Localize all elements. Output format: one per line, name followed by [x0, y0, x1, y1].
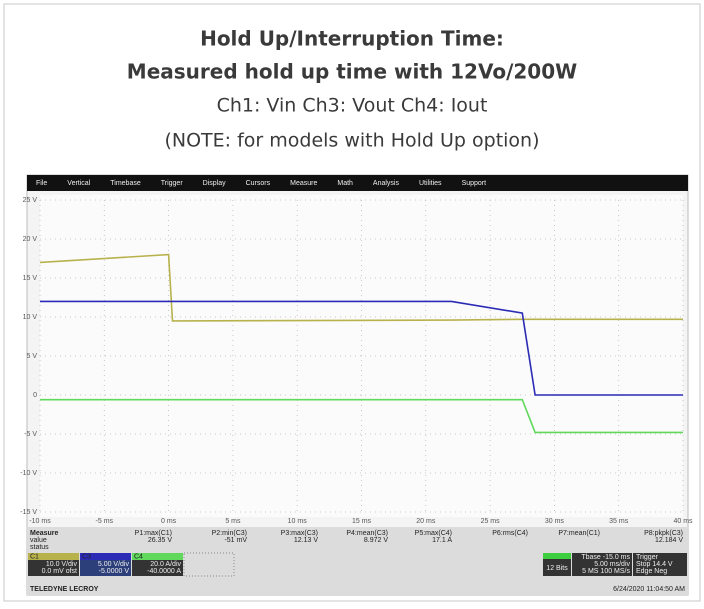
channel-body [28, 560, 79, 576]
menu-item: Timebase [110, 180, 141, 187]
param-value: 12.13 V [294, 537, 318, 544]
y-tick-label: 25 V [23, 197, 38, 204]
x-tick-label: 10 ms [288, 518, 308, 525]
y-tick-label: 0 [33, 392, 37, 399]
param-value: -51 mV [224, 537, 247, 544]
channel-name: C4 [134, 553, 143, 560]
param-name: P6:rms(C4) [492, 530, 528, 537]
x-tick-label: 35 ms [609, 518, 629, 525]
menu-bar [27, 175, 688, 191]
param-value: 26.35 V [148, 537, 172, 544]
trace [40, 300, 683, 396]
y-tick-label: 15 V [23, 275, 38, 282]
menu-item: Display [203, 180, 226, 187]
channel-header [132, 553, 183, 560]
row-label: status [30, 544, 49, 551]
menu-item: Cursors [246, 180, 271, 187]
channel-scale: 10.0 V/div [46, 561, 78, 568]
channel-name: C1 [30, 553, 39, 560]
channel-scale: 20.0 A/div [150, 561, 181, 568]
param-name: P1:max(C1) [135, 530, 172, 537]
y-tick-label: -15 V [20, 509, 37, 516]
param-name: P7:mean(C1) [558, 530, 600, 537]
channel-offset: -40.0000 A [147, 568, 181, 575]
channel-offset: -5.0000 V [99, 568, 130, 575]
trigger: Edge Neg [636, 568, 667, 575]
param-name: P4:mean(C3) [346, 530, 388, 537]
y-tick-label: 5 V [26, 353, 37, 360]
brand: TELEDYNE LECROY [30, 586, 99, 593]
x-tick-label: 15 ms [352, 518, 372, 525]
x-tick-label: 25 ms [481, 518, 501, 525]
x-tick-label: 30 ms [545, 518, 565, 525]
param-name: P5:max(C4) [415, 530, 452, 537]
x-tick-label: 5 ms [225, 518, 241, 525]
param-name: P8:pkpk(C3) [644, 530, 683, 537]
param-value: 12.184 V [655, 537, 683, 544]
timestamp: 6/24/2020 11:04:50 AM [613, 586, 685, 593]
timebase: 5 MS 100 MS/s [582, 568, 630, 575]
menu-item: Math [337, 180, 353, 187]
y-tick-label: 10 V [23, 314, 38, 321]
trigger: Trigger [636, 554, 659, 561]
channel-empty [183, 552, 235, 577]
menu-item: Measure [290, 180, 317, 187]
param-name: P3:max(C3) [281, 530, 318, 537]
channel-offset: 0.0 mV ofst [42, 568, 77, 575]
menu-item: Support [462, 180, 487, 187]
trigger: Stop 14.4 V [636, 561, 673, 568]
note: (NOTE: for models with Hold Up option) [164, 130, 539, 152]
channel-header [80, 553, 131, 560]
subtitle: Measured hold up time with 12Vo/200W [127, 60, 577, 84]
channel-scale: 5.00 V/div [98, 561, 130, 568]
timebase: Tbase -15.0 ms [581, 554, 630, 561]
param-value: 8.972 V [364, 537, 388, 544]
channel-body [132, 560, 183, 576]
param-name: P2:min(C3) [212, 530, 247, 537]
x-tick-label: 0 ms [161, 518, 177, 525]
y-tick-label: 20 V [23, 236, 38, 243]
x-tick-label: 20 ms [416, 518, 436, 525]
row-label: value [30, 537, 47, 544]
channel-name: C3 [82, 553, 91, 560]
trace [40, 398, 683, 434]
timebase: 5.00 ms/div [594, 561, 630, 568]
channels-note: Ch1: Vin Ch3: Vout Ch4: Iout [217, 95, 488, 117]
title: Hold Up/Interruption Time: [200, 27, 504, 51]
channel-header [28, 553, 79, 560]
x-tick-label: -10 ms [29, 518, 51, 525]
bits: 12 Bits [546, 565, 568, 572]
menu-item: Trigger [161, 180, 184, 187]
bits-head [543, 553, 571, 559]
x-tick-label: 40 ms [673, 518, 693, 525]
trace [39, 253, 683, 322]
measure-label: Measure [30, 530, 59, 537]
param-value: 17.1 A [432, 537, 452, 544]
x-tick-label: -5 ms [96, 518, 114, 525]
y-tick-label: -5 V [24, 431, 37, 438]
menu-item: Utilities [419, 180, 442, 187]
timebase-box [572, 553, 632, 576]
trigger-box [633, 553, 687, 576]
menu-item: File [36, 180, 47, 187]
y-tick-label: -10 V [20, 470, 37, 477]
menu-item: Analysis [373, 180, 400, 187]
channel-body [80, 560, 131, 576]
menu-item: Vertical [67, 180, 90, 187]
